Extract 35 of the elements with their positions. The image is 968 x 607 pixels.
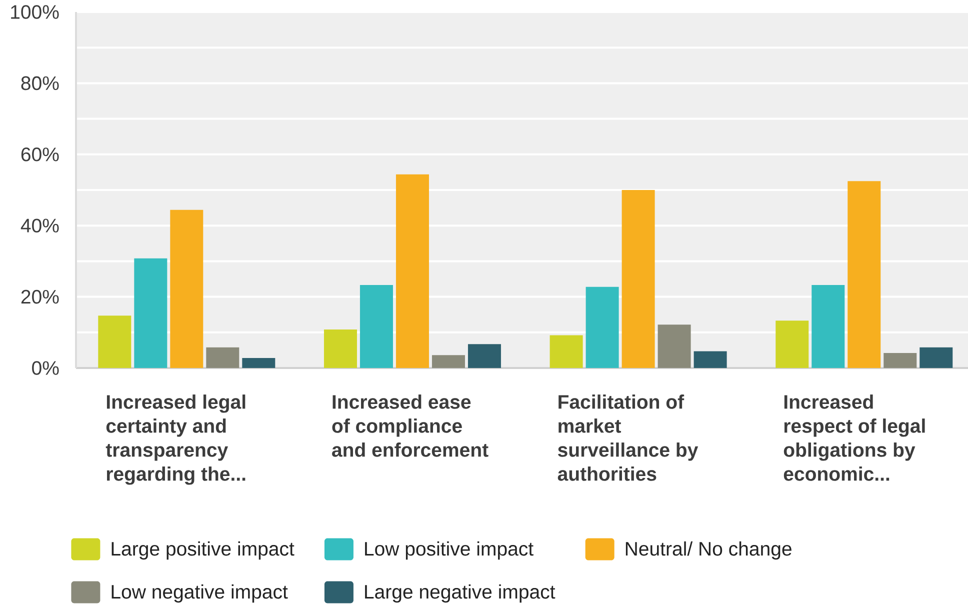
bar	[242, 358, 276, 368]
bar	[694, 351, 727, 368]
y-tick-label: 60%	[21, 147, 59, 162]
bar	[170, 210, 204, 368]
legend-label: Low negative impact	[112, 584, 288, 603]
legend-label: Large negative impact	[365, 584, 556, 603]
bar	[324, 330, 357, 368]
bar	[884, 353, 917, 368]
bar	[396, 174, 429, 368]
y-tick-label: 0%	[32, 361, 59, 375]
x-tick-label: Increased legal certainty and transparency regarding the...	[106, 394, 246, 485]
bar	[432, 355, 465, 368]
bar	[776, 320, 809, 368]
y-tick-label: 80%	[21, 76, 59, 90]
bar	[586, 286, 619, 368]
y-tick-label: 20%	[21, 290, 59, 304]
bar	[848, 181, 881, 368]
bar	[98, 316, 132, 368]
legend-label: Large positive impact	[112, 541, 294, 560]
bar	[622, 190, 655, 368]
bar	[812, 285, 845, 368]
x-tick-label: Increased respect of legal obligations by economic...	[784, 394, 925, 481]
y-tick-label: 40%	[20, 218, 59, 232]
bar	[658, 324, 691, 368]
bar	[920, 347, 953, 368]
bar	[550, 335, 583, 368]
x-tick-label: Increased ease of compliance and enforcement	[332, 394, 488, 457]
bar	[468, 344, 501, 368]
legend-label: Neutral/ No change	[626, 541, 792, 560]
bar	[360, 285, 393, 368]
bar	[134, 258, 168, 368]
bar	[206, 347, 240, 368]
legend-label: Low positive impact	[365, 541, 534, 560]
y-tick-label: 100%	[11, 5, 59, 19]
x-tick-label: Facilitation of market surveillance by authorities	[558, 394, 698, 481]
